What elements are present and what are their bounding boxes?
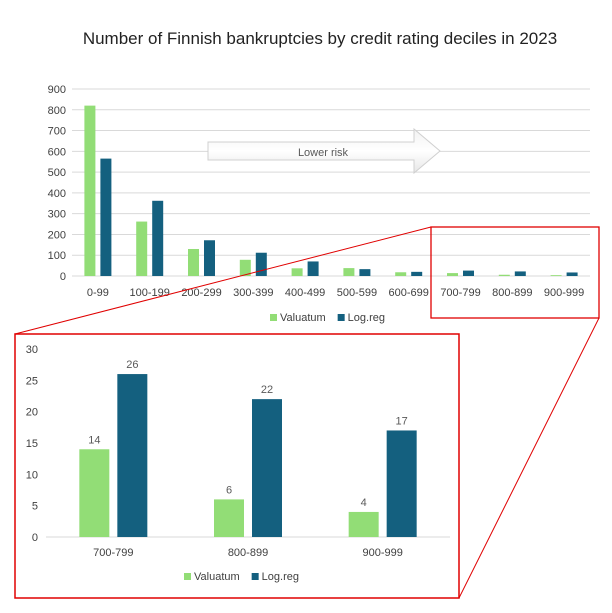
inset-bar-logreg-900-999 [386, 430, 417, 537]
data-label: 4 [361, 497, 367, 509]
bar-logreg-800-899 [514, 271, 526, 276]
y-tick-label: 600 [48, 146, 66, 158]
data-label: 14 [88, 434, 100, 446]
bar-logreg-100-199 [152, 200, 164, 276]
bar-logreg-600-699 [411, 271, 423, 276]
data-label: 6 [226, 484, 232, 496]
y-tick-label: 800 [48, 105, 66, 117]
y-tick-label: 900 [48, 84, 66, 96]
bar-valuatum-500-599 [343, 268, 355, 276]
legend-swatch [337, 314, 345, 321]
chart-title: Number of Finnish bankruptcies by credit… [82, 29, 558, 48]
inset-bar-logreg-700-799 [117, 374, 148, 537]
bar-logreg-700-799 [463, 270, 474, 276]
x-tick-label: 200-299 [181, 287, 221, 299]
bar-valuatum-600-699 [395, 272, 407, 276]
inset-x-tick-label: 800-899 [228, 547, 268, 559]
inset-bar-logreg-800-899 [252, 399, 282, 537]
inset-chart: 0 5 10 15 20 25 30 14 26 700-799 6 22 800-899 4 17 900-… [26, 344, 450, 583]
inset-y-tick-label: 15 [26, 438, 38, 450]
lower-risk-arrow [207, 127, 441, 175]
highlight-box [430, 226, 600, 319]
bar-valuatum-900-999 [550, 275, 562, 276]
inset-x-tick-label: 900-999 [362, 547, 402, 559]
connector-line [14, 226, 432, 335]
x-tick-label: 700-799 [440, 287, 480, 299]
y-tick-label: 500 [48, 167, 66, 179]
bar-valuatum-0-99 [84, 105, 96, 276]
inset-y-tick-label: 5 [32, 501, 38, 513]
lower-risk-label: Lower risk [298, 147, 349, 159]
legend-label: Log.reg [348, 312, 385, 324]
bar-valuatum-300-399 [239, 259, 251, 276]
x-tick-label: 500-599 [337, 287, 377, 299]
bar-logreg-400-499 [307, 261, 319, 276]
legend-label: Valuatum [280, 312, 326, 324]
inset-y-tick-label: 0 [32, 532, 38, 544]
inset-legend-label: Valuatum [194, 571, 240, 583]
x-tick-label: 600-699 [389, 287, 429, 299]
data-label: 17 [396, 415, 408, 427]
inset-legend-label: Log.reg [262, 571, 299, 583]
y-tick-label: 200 [48, 229, 66, 241]
bar-logreg-500-599 [359, 269, 371, 276]
inset-y-tick-label: 30 [26, 344, 38, 356]
main-chart: 0 100 200 300 400 500 600 700 800 900 0-99 100-199 2… [48, 84, 590, 324]
bar-logreg-200-299 [204, 240, 215, 276]
bar-valuatum-100-199 [136, 221, 148, 276]
inset-bar-valuatum-800-899 [214, 499, 244, 537]
y-tick-label: 400 [48, 188, 66, 200]
y-tick-label: 700 [48, 126, 66, 138]
data-label: 26 [126, 359, 138, 371]
bar-valuatum-200-299 [188, 248, 199, 276]
y-tick-label: 300 [48, 209, 66, 221]
inset-bar-valuatum-700-799 [79, 449, 110, 537]
legend-swatch [270, 314, 277, 321]
y-tick-label: 100 [48, 250, 66, 262]
x-tick-label: 900-999 [544, 287, 584, 299]
bar-logreg-900-999 [566, 272, 578, 276]
x-tick-label: 0-99 [87, 287, 109, 299]
x-tick-label: 300-399 [233, 287, 273, 299]
inset-y-tick-label: 25 [26, 375, 38, 387]
data-label: 22 [261, 384, 273, 396]
bar-logreg-0-99 [100, 158, 112, 276]
bar-valuatum-700-799 [447, 273, 458, 276]
inset-legend-swatch [184, 573, 191, 580]
inset-bar-valuatum-900-999 [348, 511, 379, 537]
bar-logreg-300-399 [255, 252, 267, 276]
x-tick-label: 400-499 [285, 287, 325, 299]
bar-valuatum-800-899 [498, 274, 510, 276]
inset-y-tick-label: 20 [26, 407, 38, 419]
x-tick-label: 800-899 [492, 287, 532, 299]
y-tick-label: 0 [60, 271, 66, 283]
inset-legend-swatch [251, 573, 259, 580]
connector-line [458, 317, 600, 599]
x-tick-label: 100-199 [130, 287, 170, 299]
bar-valuatum-400-499 [291, 268, 303, 276]
zoom-connectors [14, 226, 600, 599]
inset-x-tick-label: 700-799 [93, 547, 133, 559]
inset-y-tick-label: 10 [26, 469, 38, 481]
